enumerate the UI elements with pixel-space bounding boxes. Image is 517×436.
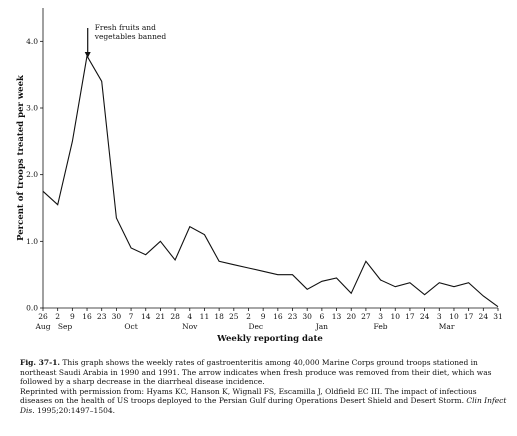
y-ticks: 0.0 1.0 2.0 3.0 4.0	[26, 37, 43, 313]
x-tick-label: 23	[97, 312, 107, 321]
x-tick-label: 10	[449, 312, 459, 321]
month-label: Dec	[248, 322, 263, 331]
figure-caption: Fig. 37-1. This graph shows the weekly r…	[20, 358, 508, 416]
x-tick-label: 26	[38, 312, 48, 321]
x-axis-label: Weekly reporting date	[216, 334, 323, 344]
x-tick-label: 24	[420, 312, 430, 321]
y-axis-label: Percent of troops treated per week	[16, 74, 26, 241]
x-tick-label: 27	[361, 312, 371, 321]
x-tick-label: 16	[82, 312, 92, 321]
y-tick-label: 0.0	[26, 304, 38, 313]
caption-text: This graph shows the weekly rates of gas…	[20, 358, 492, 387]
x-tick-label: 11	[200, 312, 210, 321]
x-tick-label: 28	[170, 312, 180, 321]
x-tick-label: 21	[156, 312, 166, 321]
x-tick-label: 16	[273, 312, 283, 321]
annotation-text-line: vegetables banned	[94, 32, 167, 41]
x-tick-label: 24	[479, 312, 489, 321]
y-tick-label: 3.0	[26, 104, 38, 113]
month-labels: Aug Sep Oct Nov Dec Jan Feb Mar	[34, 322, 454, 331]
month-label: Nov	[182, 322, 198, 331]
x-tick-label: 3	[437, 312, 442, 321]
x-tick-label: 6	[319, 312, 324, 321]
annotation: Fresh fruits and vegetables banned	[84, 23, 167, 58]
x-tick-label: 31	[493, 312, 503, 321]
chart: 0.01.02.03.04.0 26 2 9 16 23 30 7 14 21 28 4 11 18 25…	[16, 8, 503, 344]
y-tick-label: 2.0	[26, 170, 38, 179]
annotation-arrowhead	[84, 52, 91, 58]
x-tick-label: 23	[288, 312, 298, 321]
citation-text: 1995;20:1497–1504.	[34, 405, 116, 415]
month-label: Aug	[34, 322, 50, 331]
x-tick-label: 20	[346, 312, 356, 321]
figure-label: Fig. 37-1.	[20, 358, 61, 367]
x-tick-label: 3	[378, 312, 383, 321]
x-tick-label: 17	[405, 312, 415, 321]
y-tick-label: 4.0	[26, 37, 38, 46]
month-label: Jan	[315, 322, 328, 331]
x-tick-label: 7	[129, 312, 134, 321]
reprint-text: Reprinted with permission from: Hyams KC…	[20, 386, 477, 406]
x-tick-label: 9	[261, 312, 266, 321]
y-tick-label: 1.0	[26, 237, 38, 246]
x-tick-label: 9	[70, 312, 75, 321]
x-tick-label: 30	[112, 312, 122, 321]
x-ticks: 26 2 9 16 23 30 7 14 21 28 4 11 18 25 2 9 16 23 30 6 13 20 27 3…	[38, 308, 503, 321]
journal-name: Clin Infect Dis.	[20, 396, 507, 415]
month-label: Sep	[58, 322, 73, 331]
x-tick-label: 14	[141, 312, 151, 321]
month-label: Oct	[124, 322, 137, 331]
series-line	[42, 54, 499, 308]
month-label: Feb	[374, 322, 388, 331]
plot-frame	[42, 8, 498, 309]
caption-reprint: Reprinted with permission from: Hyams KC…	[20, 387, 508, 416]
x-tick-label: 10	[390, 312, 400, 321]
x-tick-label: 2	[246, 312, 251, 321]
x-tick-label: 18	[214, 312, 224, 321]
x-tick-label: 4	[187, 312, 192, 321]
x-tick-label: 2	[55, 312, 60, 321]
annotation-text-line: Fresh fruits and	[95, 23, 156, 32]
x-tick-label: 30	[302, 312, 312, 321]
x-tick-label: 25	[229, 312, 239, 321]
x-tick-label: 17	[464, 312, 474, 321]
month-label: Mar	[439, 322, 455, 331]
caption-description: Fig. 37-1. This graph shows the weekly r…	[20, 358, 508, 387]
x-tick-label: 13	[332, 312, 342, 321]
